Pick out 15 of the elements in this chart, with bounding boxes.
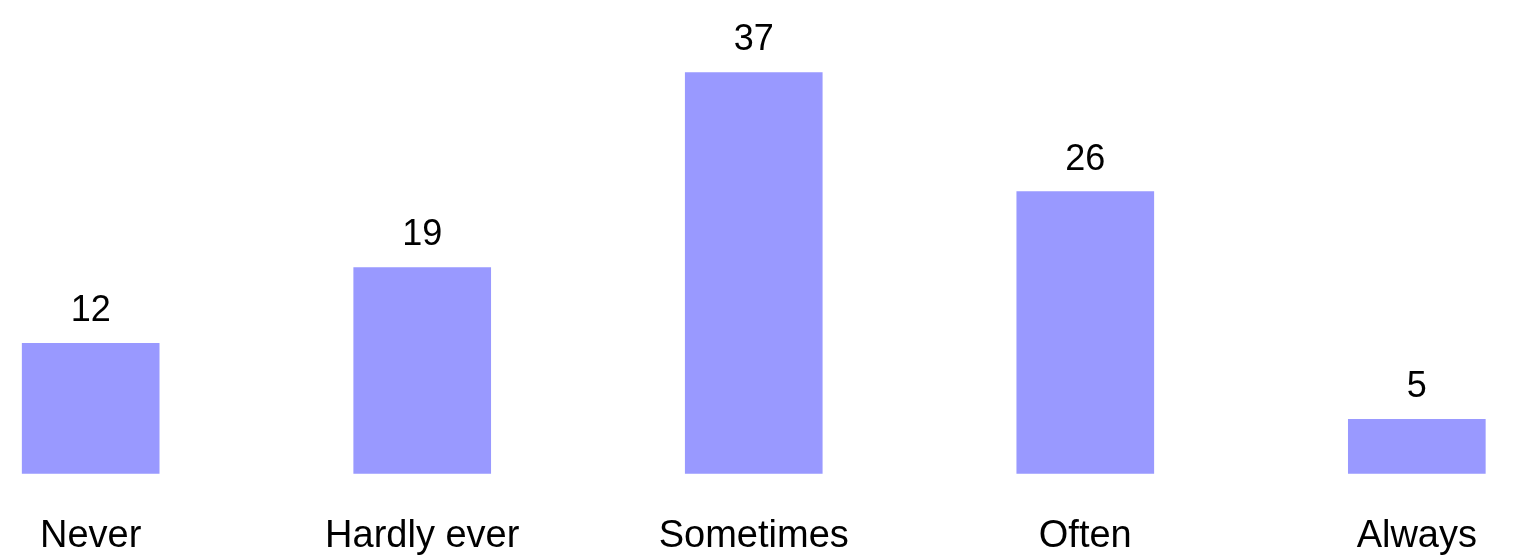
x-tick-label: Never [39, 512, 142, 555]
bar [1016, 191, 1155, 474]
data-label: 5 [1406, 364, 1427, 406]
data-label: 37 [733, 17, 774, 59]
x-tick-label: Hardly ever [325, 512, 520, 555]
data-label: 26 [1065, 136, 1106, 178]
bar [21, 343, 160, 474]
x-tick-label: Always [1356, 512, 1478, 555]
data-label: 12 [70, 288, 111, 330]
bar [684, 72, 823, 474]
data-label: 19 [402, 212, 443, 254]
bar [1347, 418, 1486, 474]
x-tick-label: Often [1038, 512, 1132, 555]
x-tick-label: Sometimes [658, 512, 849, 555]
bar [353, 267, 492, 474]
